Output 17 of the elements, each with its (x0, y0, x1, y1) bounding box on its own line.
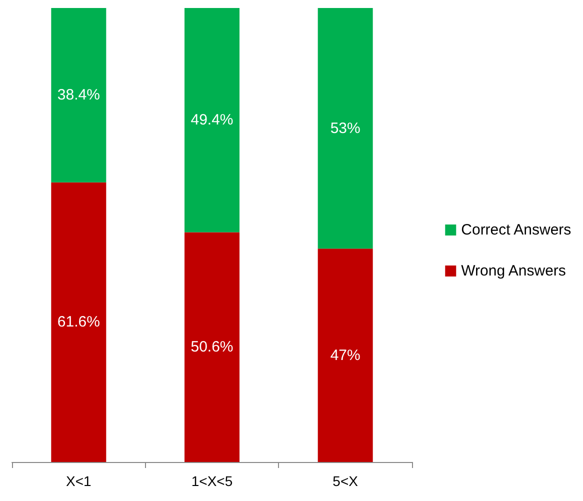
bar (184, 8, 240, 232)
bar (318, 8, 373, 249)
data-label: 61.6% (57, 314, 100, 331)
data-label: 53% (330, 120, 360, 137)
legend-label: Correct Answers (461, 222, 572, 238)
bar (51, 182, 106, 462)
bar (51, 8, 106, 182)
data-label: 38.4% (57, 86, 100, 104)
bar (318, 248, 373, 462)
x-tick-label: 1<X<5 (191, 473, 233, 489)
x-tick-label: 5<X (332, 473, 359, 489)
data-label: 50.6% (190, 338, 234, 356)
x-tick-label: X<1 (66, 473, 92, 489)
bar (184, 232, 240, 462)
legend-label: Wrong Answers (461, 262, 566, 280)
data-label: 49.4% (190, 112, 234, 129)
data-label: 47% (330, 346, 360, 364)
